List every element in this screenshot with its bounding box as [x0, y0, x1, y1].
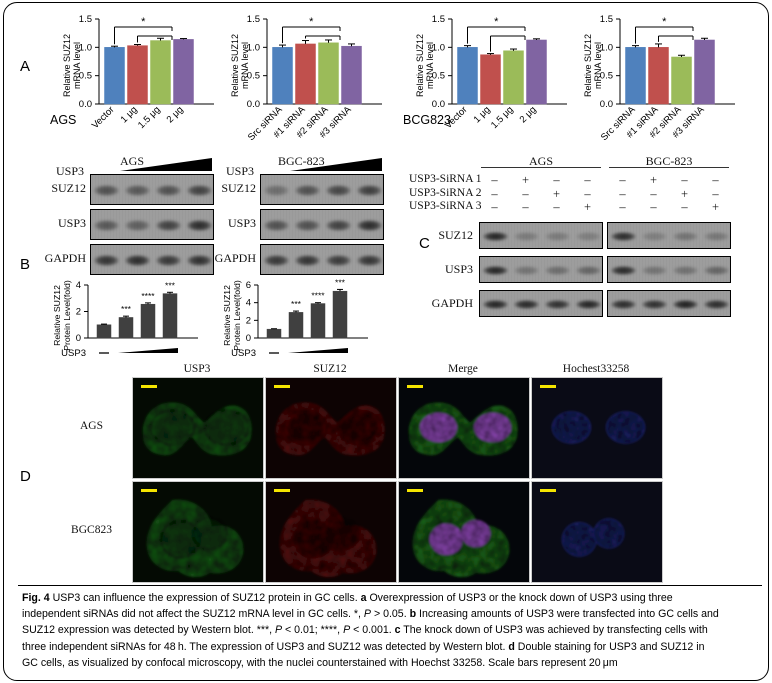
svg-text:*: *: [141, 16, 146, 28]
svg-text:mRNA level: mRNA level: [72, 42, 82, 89]
svg-text:2: 2: [246, 315, 251, 326]
svg-text:*: *: [494, 16, 499, 28]
svg-text:Protein Level(fold): Protein Level(fold): [62, 280, 72, 351]
svg-text:mRNA level: mRNA level: [593, 42, 603, 89]
svg-text:2 μg: 2 μg: [165, 104, 186, 125]
svg-text:2 μg: 2 μg: [518, 104, 539, 125]
svg-text:Relative SUZ12: Relative SUZ12: [52, 285, 62, 346]
svg-text:***: ***: [335, 277, 346, 287]
svg-text:Protein Level(fold): Protein Level(fold): [232, 280, 242, 351]
svg-text:0.0: 0.0: [79, 99, 92, 110]
svg-text:Relative SUZ12: Relative SUZ12: [222, 285, 232, 346]
svg-text:0.0: 0.0: [600, 99, 613, 110]
svg-text:*: *: [662, 16, 667, 28]
svg-text:6: 6: [246, 280, 251, 291]
svg-text:USP3: USP3: [231, 348, 256, 359]
svg-text:Relative SUZ12: Relative SUZ12: [62, 34, 72, 97]
svg-text:0.0: 0.0: [432, 99, 445, 110]
svg-text:1.5: 1.5: [247, 14, 260, 25]
svg-text:1.5 μg: 1.5 μg: [489, 104, 516, 131]
svg-text:0.0: 0.0: [247, 99, 260, 110]
svg-text:1.5 μg: 1.5 μg: [136, 104, 163, 131]
svg-text:USP3: USP3: [61, 348, 86, 359]
svg-text:***: ***: [165, 280, 176, 290]
svg-text:*: *: [309, 16, 314, 28]
svg-text:***: ***: [121, 304, 132, 314]
svg-text:mRNA level: mRNA level: [425, 42, 435, 89]
svg-text:4: 4: [246, 298, 251, 309]
svg-text:2: 2: [76, 307, 81, 318]
svg-text:Relative SUZ12: Relative SUZ12: [230, 34, 240, 97]
svg-text:***: ***: [291, 299, 302, 309]
svg-text:1.5: 1.5: [600, 14, 613, 25]
svg-text:4: 4: [76, 280, 81, 291]
svg-text:****: ****: [141, 291, 155, 301]
svg-text:0: 0: [246, 333, 251, 344]
svg-text:0: 0: [76, 333, 81, 344]
svg-text:Relative SUZ12: Relative SUZ12: [583, 34, 593, 97]
svg-text:1.5: 1.5: [432, 14, 445, 25]
svg-text:mRNA level: mRNA level: [240, 42, 250, 89]
svg-text:1.5: 1.5: [79, 14, 92, 25]
svg-text:Relative SUZ12: Relative SUZ12: [415, 34, 425, 97]
svg-text:****: ****: [311, 291, 325, 301]
